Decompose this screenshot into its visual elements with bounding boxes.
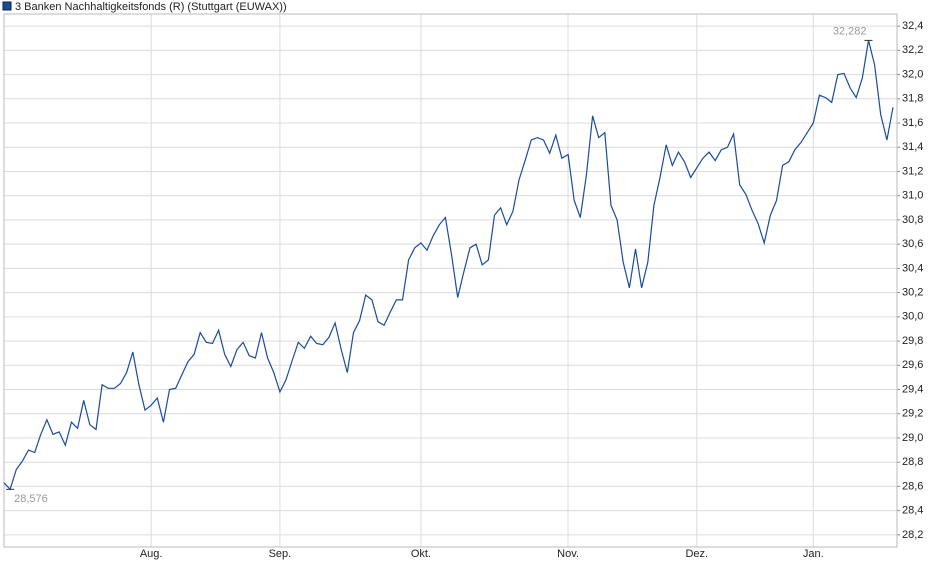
y-tick-label: 28,4 [902, 505, 923, 517]
legend-swatch [2, 1, 12, 11]
x-tick-label: Jan. [803, 548, 824, 560]
y-tick-label: 31,6 [902, 117, 923, 129]
plot-frame [3, 13, 898, 548]
x-tick-label: Sep. [269, 548, 292, 560]
y-tick-label: 31,0 [902, 190, 923, 202]
y-tick-label: 29,4 [902, 383, 923, 395]
y-tick-label: 30,8 [902, 214, 923, 226]
y-tick-label: 30,6 [902, 238, 923, 250]
y-tick-label: 32,0 [902, 68, 923, 80]
value-label: 28,576 [14, 493, 48, 505]
x-tick-label: Dez. [685, 548, 708, 560]
legend-label: 3 Banken Nachhaltigkeitsfonds (R) (Stutt… [15, 1, 287, 13]
y-tick-label: 28,2 [902, 529, 923, 541]
y-tick-label: 29,6 [902, 359, 923, 371]
y-tick-label: 31,4 [902, 141, 923, 153]
value-label: 32,282 [833, 25, 867, 37]
y-tick-label: 30,0 [902, 311, 923, 323]
y-tick-label: 32,4 [902, 20, 923, 32]
y-tick-label: 29,8 [902, 335, 923, 347]
y-tick-label: 31,2 [902, 165, 923, 177]
y-tick-label: 32,2 [902, 44, 923, 56]
x-tick-label: Okt. [411, 548, 431, 560]
x-tick-label: Aug. [140, 548, 163, 560]
y-tick-label: 28,8 [902, 456, 923, 468]
y-tick-label: 29,0 [902, 432, 923, 444]
series-line [3, 40, 894, 491]
y-tick-label: 28,6 [902, 480, 923, 492]
y-tick-label: 30,4 [902, 262, 923, 274]
y-tick-label: 31,8 [902, 93, 923, 105]
x-tick-label: Nov. [557, 548, 579, 560]
y-tick-label: 30,2 [902, 287, 923, 299]
y-tick-label: 29,2 [902, 408, 923, 420]
